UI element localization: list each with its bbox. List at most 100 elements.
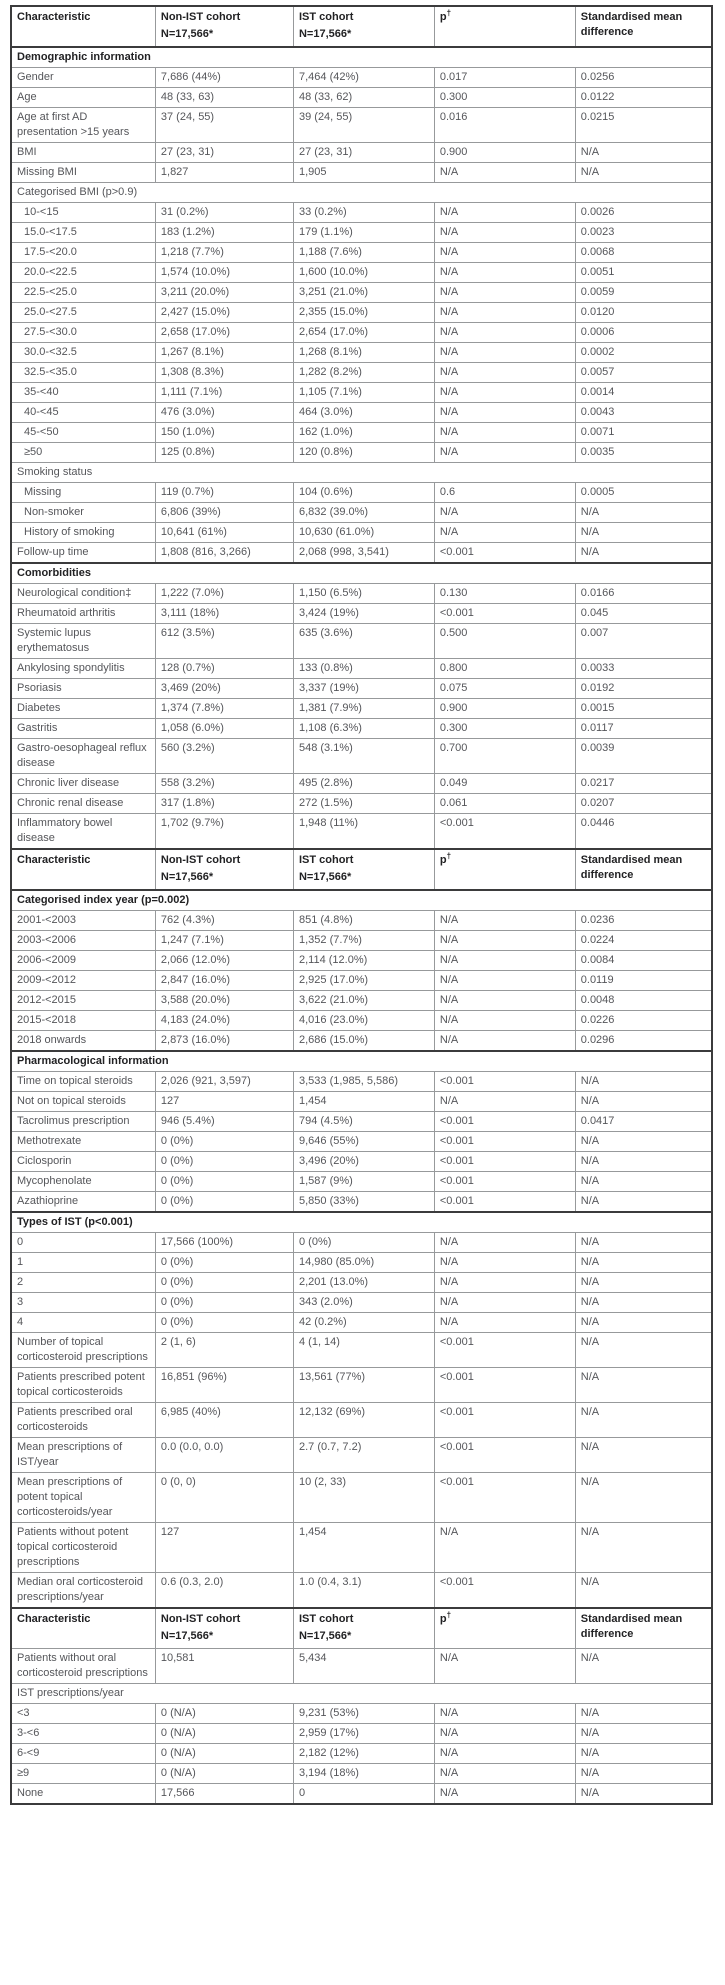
value-cell: 120 (0.8%) — [292, 442, 435, 463]
value-cell: 9,231 (53%) — [292, 1703, 435, 1724]
value-cell: N/A — [433, 162, 576, 183]
value-cell: 0.0002 — [574, 342, 713, 363]
table-row: Methotrexate 0 (0%) 9,646 (55%) <0.001 N/A — [10, 1131, 713, 1152]
characteristic-cell: Psoriasis — [10, 678, 156, 699]
table-row: 6-<9 0 (N/A) 2,182 (12%) N/A N/A — [10, 1743, 713, 1764]
characteristic-cell: 22.5-<25.0 — [10, 282, 156, 303]
value-cell: N/A — [433, 322, 576, 343]
value-cell: 27 (23, 31) — [292, 142, 435, 163]
value-cell: N/A — [433, 282, 576, 303]
table-row: 3-<6 0 (N/A) 2,959 (17%) N/A N/A — [10, 1723, 713, 1744]
value-cell: 0.0122 — [574, 87, 713, 108]
value-cell: 48 (33, 62) — [292, 87, 435, 108]
column-header-label: Characteristic — [17, 11, 91, 23]
characteristic-cell: Age — [10, 87, 156, 108]
value-cell: 3,211 (20.0%) — [154, 282, 294, 303]
table-row: Chronic renal disease 317 (1.8%) 272 (1.5%… — [10, 793, 713, 814]
column-header: Standardised mean difference — [574, 5, 713, 48]
column-header-label: Characteristic — [17, 1613, 91, 1625]
value-cell: 0.130 — [433, 583, 576, 604]
value-cell: <0.001 — [433, 813, 576, 850]
value-cell: <0.001 — [433, 1572, 576, 1609]
value-cell: N/A — [574, 1272, 713, 1293]
value-cell: 10,630 (61.0%) — [292, 522, 435, 543]
column-header: Non-IST cohort N=17,566* — [154, 5, 294, 48]
value-cell: N/A — [574, 1743, 713, 1764]
value-cell: 4,183 (24.0%) — [154, 1010, 294, 1031]
value-cell: 10,641 (61%) — [154, 522, 294, 543]
value-cell: 1,308 (8.3%) — [154, 362, 294, 383]
column-header-row: Characteristic Non-IST cohort N=17,566* IST… — [10, 5, 713, 48]
value-cell: 3,111 (18%) — [154, 603, 294, 624]
value-cell: 0.0120 — [574, 302, 713, 323]
table-row: Psoriasis 3,469 (20%) 3,337 (19%) 0.075 0.01… — [10, 678, 713, 699]
table-row: Diabetes 1,374 (7.8%) 1,381 (7.9%) 0.900 0.0… — [10, 698, 713, 719]
value-cell: 0.0296 — [574, 1030, 713, 1052]
value-cell: 0.800 — [433, 658, 576, 679]
value-cell: 0.900 — [433, 142, 576, 163]
column-header-label: Standardised mean difference — [580, 1613, 683, 1640]
value-cell: 0.0026 — [574, 202, 713, 223]
value-cell: 2,654 (17.0%) — [292, 322, 435, 343]
characteristic-cell: 2001-<2003 — [10, 910, 156, 931]
section-label: Categorised index year (p=0.002) — [10, 889, 713, 911]
value-cell: 0.075 — [433, 678, 576, 699]
value-cell: 0 (0%) — [154, 1151, 294, 1172]
value-cell: 0.016 — [433, 107, 576, 143]
value-cell: 0.0059 — [574, 282, 713, 303]
value-cell: 10 (2, 33) — [292, 1472, 435, 1523]
value-cell: 0 (0%) — [154, 1171, 294, 1192]
table-body: Characteristic Non-IST cohort N=17,566* IST… — [10, 5, 713, 1805]
table-row: Age at first AD presentation >15 years 37… — [10, 107, 713, 143]
characteristic-cell: Patients prescribed potent topical corti… — [10, 1367, 156, 1403]
value-cell: 560 (3.2%) — [154, 738, 294, 774]
value-cell: 16,851 (96%) — [154, 1367, 294, 1403]
characteristic-cell: 4 — [10, 1312, 156, 1333]
characteristic-cell: 45-<50 — [10, 422, 156, 443]
value-cell: 0.0014 — [574, 382, 713, 403]
value-cell: N/A — [574, 1292, 713, 1313]
value-cell: 0.049 — [433, 773, 576, 794]
value-cell: 2,068 (998, 3,541) — [292, 542, 435, 564]
value-cell: 0.0033 — [574, 658, 713, 679]
value-cell: N/A — [433, 242, 576, 263]
value-cell: 0.0023 — [574, 222, 713, 243]
value-cell: N/A — [574, 1522, 713, 1573]
column-header-label: IST cohort — [298, 1613, 354, 1625]
characteristic-cell: Patients without oral corticosteroid pre… — [10, 1648, 156, 1684]
subsection-label: IST prescriptions/year — [10, 1683, 713, 1704]
value-cell: N/A — [433, 302, 576, 323]
characteristic-cell: Patients prescribed oral corticosteroids — [10, 1402, 156, 1438]
characteristic-cell: Neurological condition‡ — [10, 583, 156, 604]
characteristic-cell: Gastro-oesophageal reflux disease — [10, 738, 156, 774]
value-cell: N/A — [574, 1402, 713, 1438]
value-cell: 0 — [292, 1783, 435, 1805]
section-row: Categorised index year (p=0.002) — [10, 889, 713, 911]
value-cell: 558 (3.2%) — [154, 773, 294, 794]
section-row: Types of IST (p<0.001) — [10, 1211, 713, 1233]
characteristic-cell: Patients without potent topical corticos… — [10, 1522, 156, 1573]
dagger-footnote-marker: † — [446, 8, 452, 18]
characteristic-cell: Gender — [10, 67, 156, 88]
value-cell: 127 — [154, 1091, 294, 1112]
value-cell: 0.0207 — [574, 793, 713, 814]
value-cell: 1,222 (7.0%) — [154, 583, 294, 604]
column-header-label: Non-IST cohort — [160, 1613, 241, 1625]
value-cell: N/A — [574, 1071, 713, 1092]
value-cell: 1,058 (6.0%) — [154, 718, 294, 739]
value-cell: N/A — [574, 1763, 713, 1784]
value-cell: 0.500 — [433, 623, 576, 659]
column-header-subline: N=17,566* — [298, 28, 352, 40]
value-cell: 0 (0%) — [154, 1131, 294, 1152]
table-row: Chronic liver disease 558 (3.2%) 495 (2.8%… — [10, 773, 713, 794]
column-header-label: Non-IST cohort — [160, 854, 241, 866]
value-cell: 0 (0, 0) — [154, 1472, 294, 1523]
value-cell: N/A — [574, 1437, 713, 1473]
table-row: Not on topical steroids 127 1,454 N/A N/A — [10, 1091, 713, 1112]
table-row: 32.5-<35.0 1,308 (8.3%) 1,282 (8.2%) N/A 0.0… — [10, 362, 713, 383]
value-cell: 3,533 (1,985, 5,586) — [292, 1071, 435, 1092]
value-cell: 2,959 (17%) — [292, 1723, 435, 1744]
table-row: Patients prescribed potent topical corti… — [10, 1367, 713, 1403]
value-cell: 0.0071 — [574, 422, 713, 443]
characteristic-cell: ≥50 — [10, 442, 156, 463]
